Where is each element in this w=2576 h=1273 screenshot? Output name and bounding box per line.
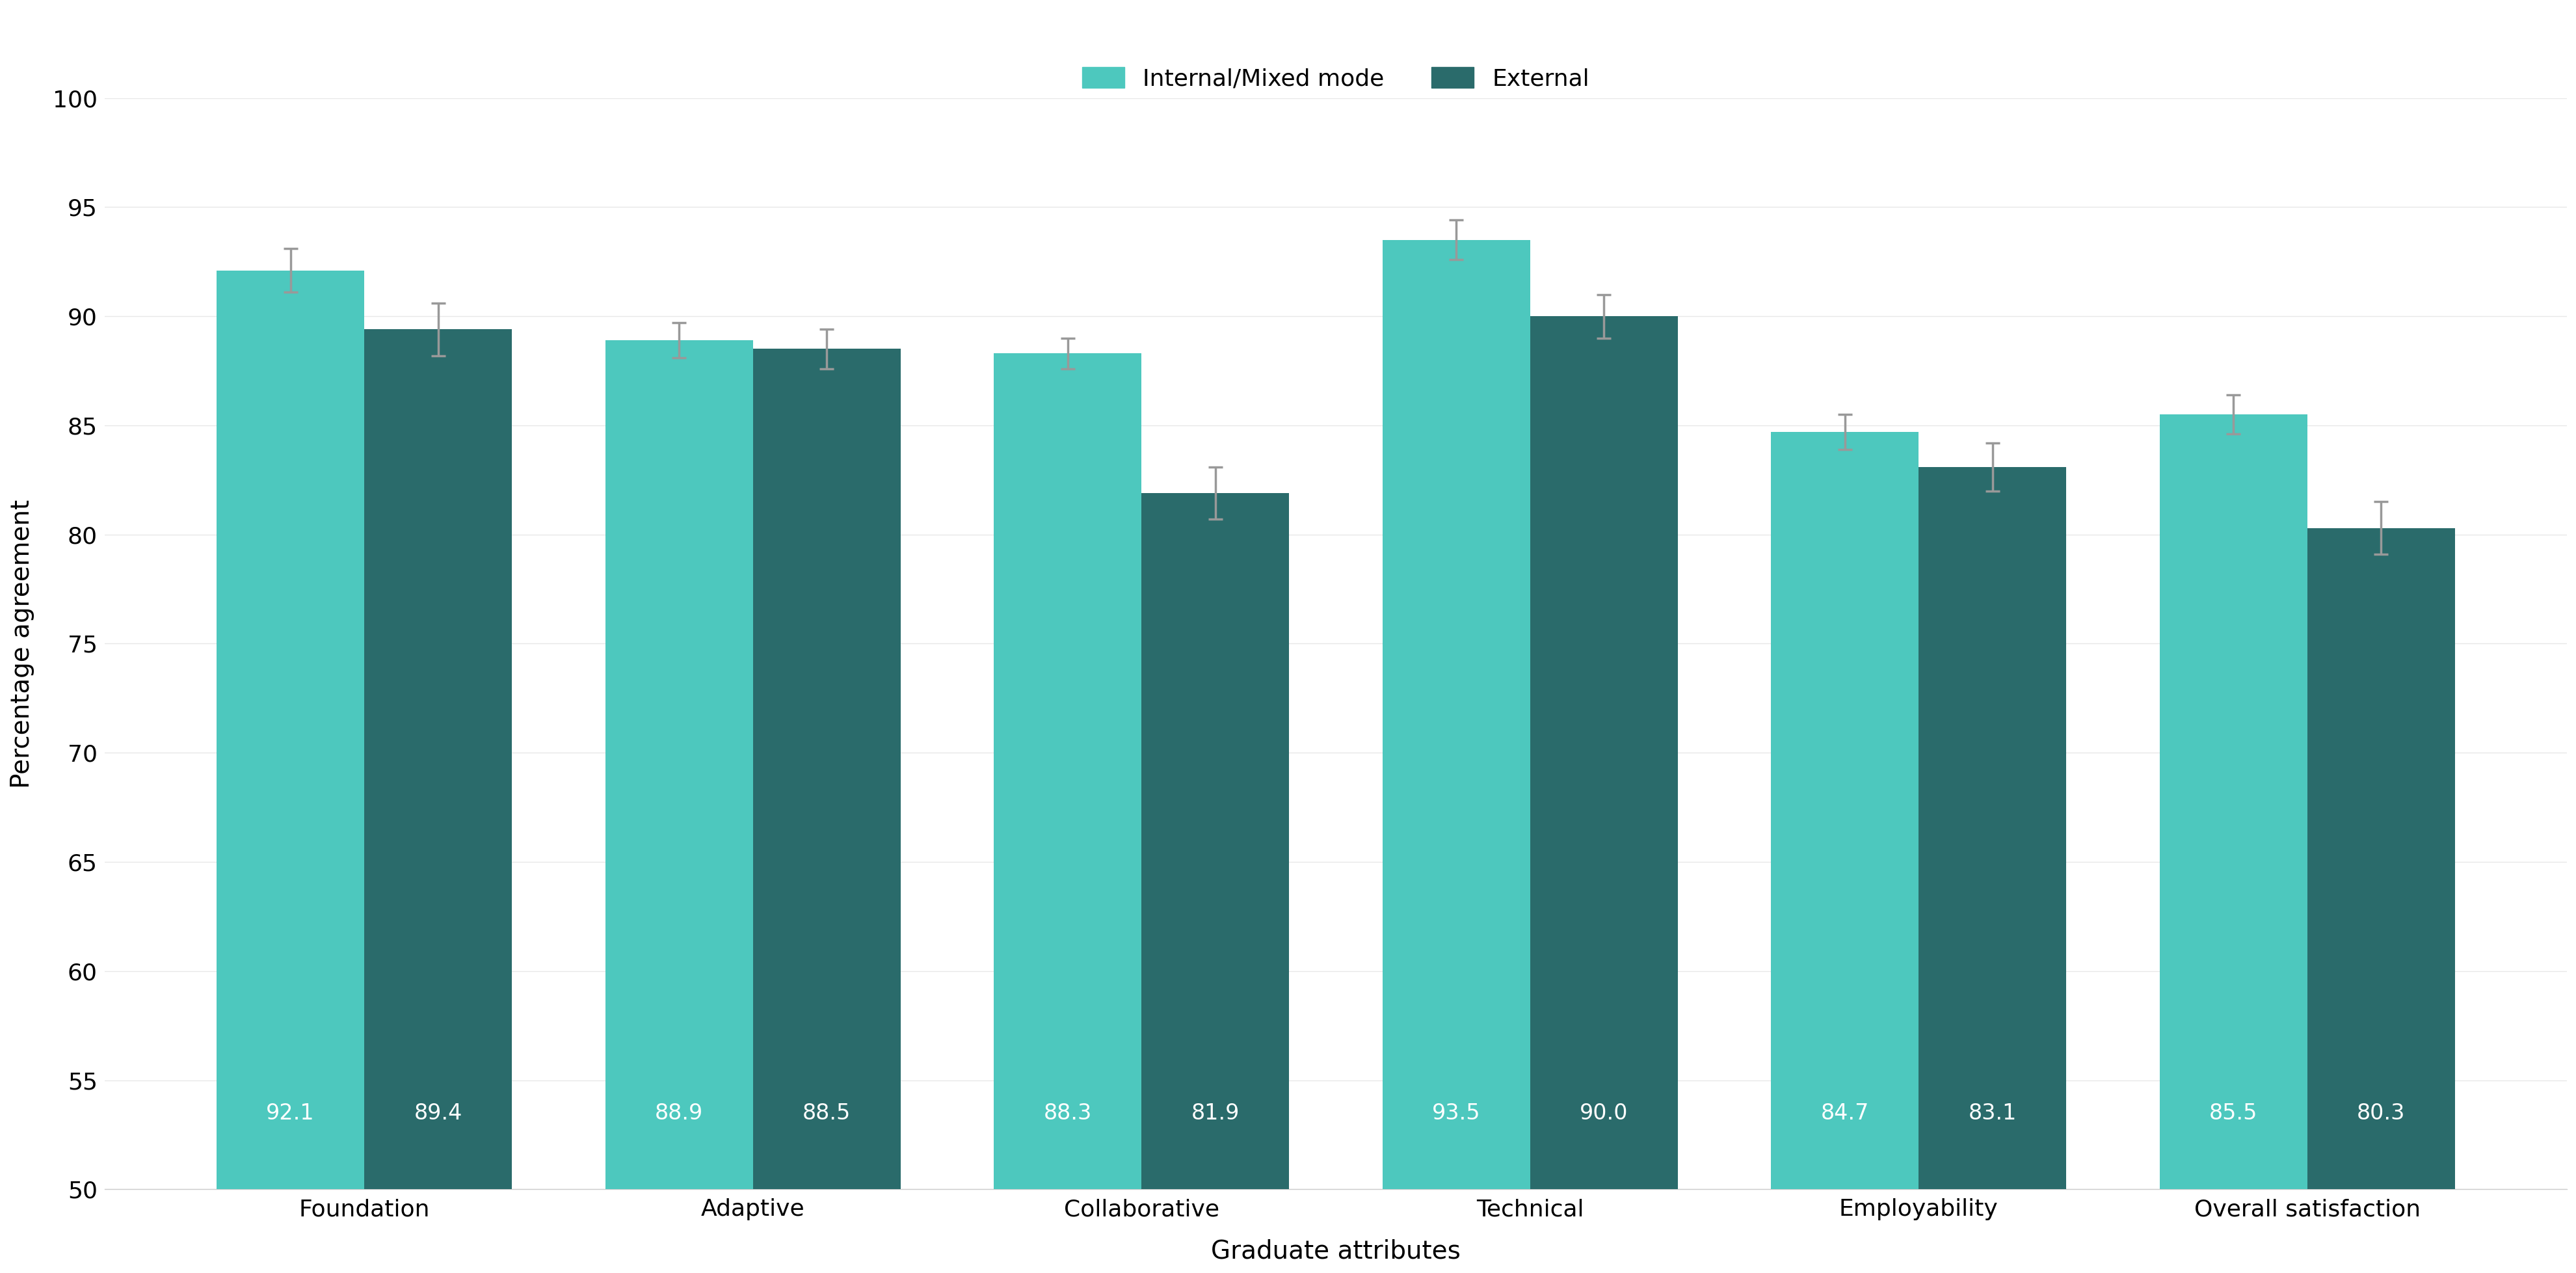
Text: 92.1: 92.1 [265,1102,314,1124]
Bar [1919,467,2066,1189]
Bar [216,270,363,1189]
Text: 88.9: 88.9 [654,1102,703,1124]
Text: 81.9: 81.9 [1190,1102,1239,1124]
Text: 84.7: 84.7 [1821,1102,1868,1124]
Bar [1383,239,1530,1189]
Legend: Internal/Mixed mode, External: Internal/Mixed mode, External [1069,55,1602,102]
Text: 88.3: 88.3 [1043,1102,1092,1124]
Text: 83.1: 83.1 [1968,1102,2017,1124]
Bar [2159,415,2306,1189]
Text: 89.4: 89.4 [415,1102,461,1124]
Bar [2306,528,2455,1189]
Bar [1770,432,1919,1189]
Text: 85.5: 85.5 [2208,1102,2257,1124]
Text: 93.5: 93.5 [1432,1102,1481,1124]
Bar [363,330,513,1189]
X-axis label: Graduate attributes: Graduate attributes [1211,1239,1461,1263]
Bar [605,340,752,1189]
Text: 80.3: 80.3 [2357,1102,2406,1124]
Bar [994,354,1141,1189]
Bar [1530,316,1677,1189]
Text: 88.5: 88.5 [801,1102,850,1124]
Text: 90.0: 90.0 [1579,1102,1628,1124]
Bar [752,349,899,1189]
Y-axis label: Percentage agreement: Percentage agreement [10,499,33,788]
Bar [1141,493,1288,1189]
